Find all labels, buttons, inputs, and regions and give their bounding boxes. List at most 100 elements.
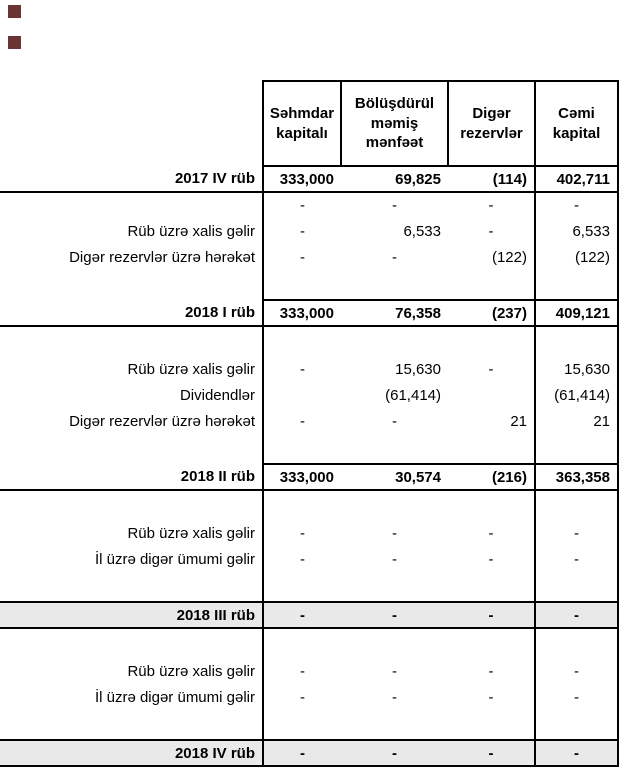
value-cell: - xyxy=(488,360,494,378)
value-cell: 333,000 xyxy=(262,165,341,193)
value-cell: 21 xyxy=(510,412,527,430)
value-cell xyxy=(341,572,448,602)
row-label xyxy=(0,710,263,740)
spacer-row xyxy=(0,628,619,658)
table-row: 2018 III rüb - - - - xyxy=(0,601,619,629)
value-cell: 21 xyxy=(534,408,619,434)
value-cell xyxy=(534,628,619,658)
header-spacer-cell xyxy=(0,81,263,166)
value-cell: - xyxy=(488,197,494,214)
value-cell: - xyxy=(488,222,494,240)
value-cell: - xyxy=(262,546,341,572)
row-label: Rüb üzrə xalis gəlir xyxy=(127,524,255,542)
spacer-row xyxy=(0,572,619,602)
value-cell: 402,711 xyxy=(534,165,619,193)
value-cell xyxy=(262,572,341,602)
col-header-total-capital: Cəmi kapital xyxy=(534,80,619,167)
table-row: Rüb üzrə xalis gəlir - - - - xyxy=(0,520,619,546)
row-label: 2018 IV rüb xyxy=(0,739,263,767)
value-cell: 69,825 xyxy=(341,165,448,193)
value-cell xyxy=(341,326,448,356)
value-cell: - xyxy=(341,601,448,629)
value-cell xyxy=(341,628,448,658)
red-square-icon-2 xyxy=(8,36,21,49)
row-label xyxy=(0,270,263,300)
value-cell: 333,000 xyxy=(262,463,341,491)
value-cell: - xyxy=(448,739,535,767)
value-cell xyxy=(341,434,448,464)
value-cell: - xyxy=(534,520,619,546)
value-cell: - xyxy=(534,739,619,767)
value-cell: 6,533 xyxy=(534,218,619,244)
value-cell: - xyxy=(392,550,397,568)
row-label: 2018 I rüb xyxy=(0,300,263,327)
spacer-row xyxy=(0,434,619,464)
value-cell: - xyxy=(392,662,397,680)
value-cell xyxy=(262,382,341,408)
value-cell: - xyxy=(262,684,341,710)
value-cell: 15,630 xyxy=(534,356,619,382)
row-label: İl üzrə digər ümumi gəlir xyxy=(94,688,255,706)
row-label: 2017 IV rüb xyxy=(0,166,263,193)
spacer-row xyxy=(0,270,619,300)
value-cell xyxy=(534,326,619,356)
red-square-icon xyxy=(8,5,21,18)
value-cell: - xyxy=(534,192,619,218)
value-cell xyxy=(534,572,619,602)
table-row: Digər rezervlər üzrə hərəkət - -21 21 xyxy=(0,408,619,434)
value-cell: - xyxy=(534,601,619,629)
value-cell xyxy=(448,382,535,408)
value-cell: - xyxy=(534,684,619,710)
table-row: ---- xyxy=(0,192,619,218)
row-label xyxy=(0,192,263,218)
row-label xyxy=(0,490,263,520)
row-label: Digər rezervlər üzrə hərəkət xyxy=(69,412,255,430)
value-cell: 30,574 xyxy=(341,463,448,491)
col-header-other-reserves: Digər rezervlər xyxy=(447,80,536,167)
value-cell xyxy=(448,326,535,356)
table-row: 2018 IV rüb - - - - xyxy=(0,739,619,767)
value-cell xyxy=(534,490,619,520)
row-label: İl üzrə digər ümumi gəlir xyxy=(94,550,255,568)
value-cell xyxy=(448,710,535,740)
value-cell: - xyxy=(448,601,535,629)
spacer-row xyxy=(0,326,619,356)
value-cell: 76,358 xyxy=(341,299,448,327)
value-cell: (61,414) xyxy=(534,382,619,408)
value-cell: - xyxy=(262,658,341,684)
col-header-share-capital: Səhmdar kapitalı xyxy=(262,80,342,167)
table-row: 2018 I rüb 333,000 76,358 (237) 409,121 xyxy=(0,299,619,327)
value-cell xyxy=(448,572,535,602)
value-cell: - xyxy=(488,662,494,680)
value-cell: - xyxy=(262,218,341,244)
value-cell: - xyxy=(392,524,397,542)
table-row: Rüb üzrə xalis gəlir -15,630-15,630 xyxy=(0,356,619,382)
table-row: Rüb üzrə xalis gəlir - - - - xyxy=(0,658,619,684)
value-cell: (237) xyxy=(448,299,535,327)
value-cell: - xyxy=(341,739,448,767)
row-label: Rüb üzrə xalis gəlir xyxy=(127,662,255,680)
value-cell: - xyxy=(262,408,341,434)
value-cell xyxy=(448,434,535,464)
value-cell xyxy=(262,710,341,740)
value-cell xyxy=(448,490,535,520)
value-cell: - xyxy=(262,244,341,270)
value-cell xyxy=(262,326,341,356)
value-cell: - xyxy=(534,546,619,572)
spacer-row xyxy=(0,710,619,740)
value-cell: 15,630 xyxy=(395,360,441,378)
value-cell: - xyxy=(488,688,494,706)
value-cell xyxy=(448,270,535,300)
table-row: 2018 II rüb 333,000 30,574 (216) 363,358 xyxy=(0,463,619,491)
value-cell xyxy=(534,434,619,464)
row-label: 2018 II rüb xyxy=(0,464,263,491)
row-label: Rüb üzrə xalis gəlir xyxy=(127,360,255,378)
equity-table-body: 2017 IV rüb 333,000 69,825 (114) 402,711- - - -… xyxy=(0,165,619,767)
value-cell xyxy=(448,628,535,658)
table-row: Rüb üzrə xalis gəlir -6,533-6,533 xyxy=(0,218,619,244)
value-cell: - xyxy=(262,356,341,382)
value-cell: - xyxy=(262,739,341,767)
table-row: Dividendlər (61,414) (61,414) xyxy=(0,382,619,408)
value-cell: 363,358 xyxy=(534,463,619,491)
value-cell: (122) xyxy=(534,244,619,270)
